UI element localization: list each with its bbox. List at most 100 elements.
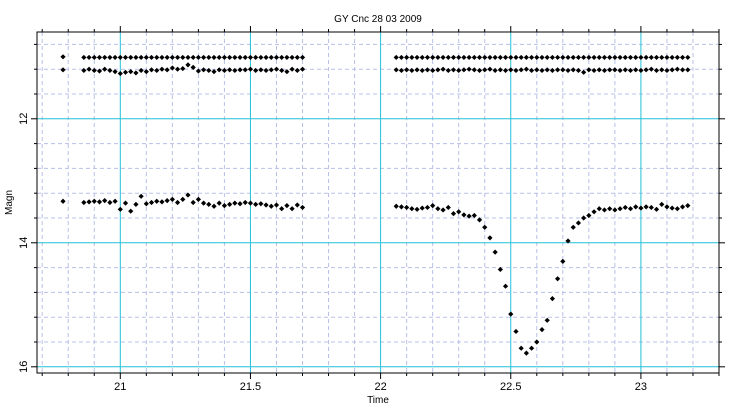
data-point	[528, 67, 535, 74]
data-point	[456, 67, 462, 74]
data-point	[607, 206, 613, 212]
data-point	[273, 66, 280, 72]
data-point	[565, 67, 571, 74]
data-point	[211, 203, 217, 209]
data-point	[643, 204, 649, 210]
data-point	[565, 238, 571, 244]
data-point	[299, 66, 306, 72]
data-point	[185, 54, 191, 61]
data-point	[502, 67, 509, 74]
data-point	[450, 211, 457, 217]
data-point	[674, 54, 680, 61]
data-point	[653, 67, 660, 74]
y-tick-label: 16	[18, 361, 30, 373]
data-point	[633, 54, 639, 61]
data-point	[91, 198, 97, 204]
data-point	[612, 54, 618, 61]
data-point	[398, 67, 405, 74]
data-point	[638, 205, 644, 211]
data-point	[247, 66, 254, 72]
data-point	[653, 206, 660, 212]
data-point	[242, 54, 248, 61]
data-point	[617, 54, 623, 61]
data-point	[96, 54, 103, 61]
data-point	[404, 67, 410, 73]
data-point	[102, 54, 108, 61]
y-tick-label: 14	[18, 237, 30, 249]
data-point	[627, 54, 634, 61]
data-point	[424, 204, 431, 211]
data-point	[648, 204, 654, 211]
data-point	[570, 224, 576, 230]
data-point	[633, 204, 639, 210]
data-point	[502, 283, 509, 289]
data-point	[419, 205, 425, 211]
data-point	[227, 67, 233, 73]
data-point	[570, 54, 576, 61]
data-point	[607, 54, 613, 61]
data-point	[461, 67, 467, 73]
data-point	[528, 345, 535, 351]
data-point	[169, 65, 175, 71]
data-point	[482, 67, 488, 73]
data-point	[549, 67, 556, 74]
data-point	[534, 54, 540, 61]
data-point	[440, 207, 446, 213]
data-point	[508, 54, 514, 61]
data-point	[617, 206, 623, 212]
data-point	[435, 67, 441, 73]
data-point	[221, 67, 228, 74]
data-point	[456, 54, 462, 61]
data-point	[237, 67, 243, 73]
data-point	[263, 54, 269, 61]
data-point	[534, 67, 540, 73]
data-point	[466, 54, 472, 61]
data-point	[430, 54, 436, 61]
data-point	[404, 54, 410, 61]
data-point	[575, 220, 582, 226]
data-point	[169, 54, 175, 61]
data-point	[435, 54, 441, 61]
data-point	[253, 54, 259, 61]
data-point	[221, 203, 228, 209]
data-point	[471, 212, 477, 219]
data-point	[86, 66, 92, 72]
data-point	[148, 199, 155, 206]
data-point	[221, 54, 228, 61]
data-point	[424, 54, 431, 61]
data-point	[258, 67, 264, 73]
data-point	[393, 67, 399, 73]
x-axis-label: Time	[367, 395, 389, 406]
data-point	[513, 67, 519, 74]
data-point	[195, 68, 201, 74]
data-point	[232, 54, 238, 61]
data-point	[482, 224, 488, 230]
data-point	[211, 54, 217, 61]
data-point	[539, 67, 545, 74]
data-point	[445, 67, 451, 74]
data-point	[185, 62, 191, 68]
y-axis-label: Magn	[4, 190, 15, 215]
data-point	[523, 350, 529, 356]
data-point	[440, 54, 446, 61]
data-point	[232, 67, 238, 74]
data-point	[518, 54, 524, 61]
data-point	[232, 200, 238, 206]
data-point	[497, 67, 503, 73]
data-point	[294, 202, 300, 208]
data-point	[268, 67, 274, 73]
data-point	[227, 201, 233, 207]
data-point	[612, 67, 618, 73]
data-point	[586, 67, 592, 73]
data-point	[581, 215, 587, 221]
x-tick-label: 21	[114, 381, 126, 393]
data-point	[60, 54, 66, 60]
data-point	[128, 208, 134, 214]
data-point	[253, 67, 259, 74]
data-point	[195, 196, 201, 202]
data-point	[622, 204, 628, 211]
data-point	[154, 67, 160, 74]
data-point	[247, 200, 254, 206]
data-point	[528, 54, 535, 61]
data-point	[174, 199, 181, 206]
